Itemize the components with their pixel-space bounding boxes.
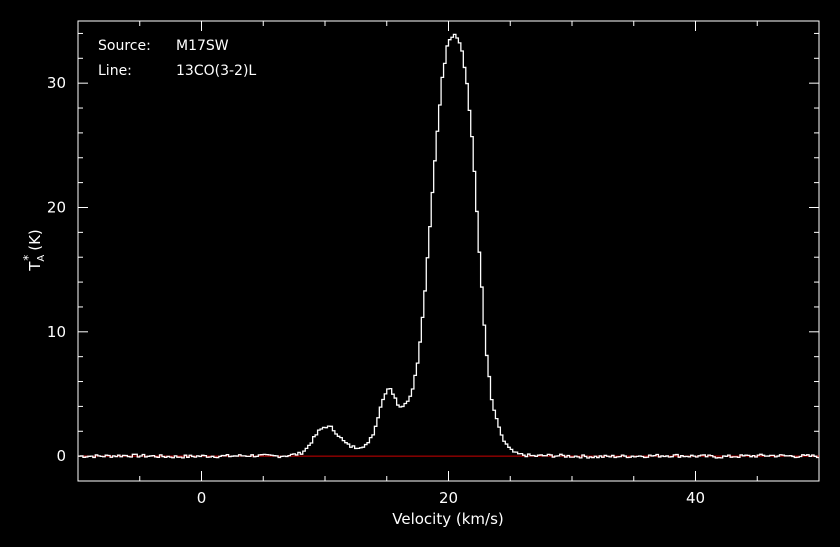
tick-labels: 0 20 40 0 10 20 30 (47, 74, 705, 507)
source-label: Source: (98, 38, 151, 54)
line-value: 13CO(3-2)L (176, 63, 256, 79)
y-axis-label-unit: (K) (26, 229, 44, 251)
x-tick-label: 20 (439, 489, 458, 507)
x-axis-label: Velocity (km/s) (392, 510, 503, 528)
y-tick-label: 20 (47, 198, 66, 216)
y-axis-label-subscript: A (36, 255, 47, 262)
y-tick-label: 30 (47, 74, 66, 92)
line-label: Line: (98, 63, 132, 79)
x-tick-label: 0 (197, 489, 207, 507)
y-axis-label-symbol: T (26, 261, 44, 272)
spectrum-line (78, 33, 819, 459)
plot-frame (77, 20, 820, 482)
y-axis-label: TA* (K) (21, 229, 47, 272)
y-tick-label: 0 (56, 447, 66, 465)
y-axis-label-superscript: * (21, 255, 35, 261)
y-tick-label: 10 (47, 323, 66, 341)
source-value: M17SW (176, 38, 229, 54)
axis-ticks (77, 21, 820, 482)
x-tick-label: 40 (686, 489, 705, 507)
